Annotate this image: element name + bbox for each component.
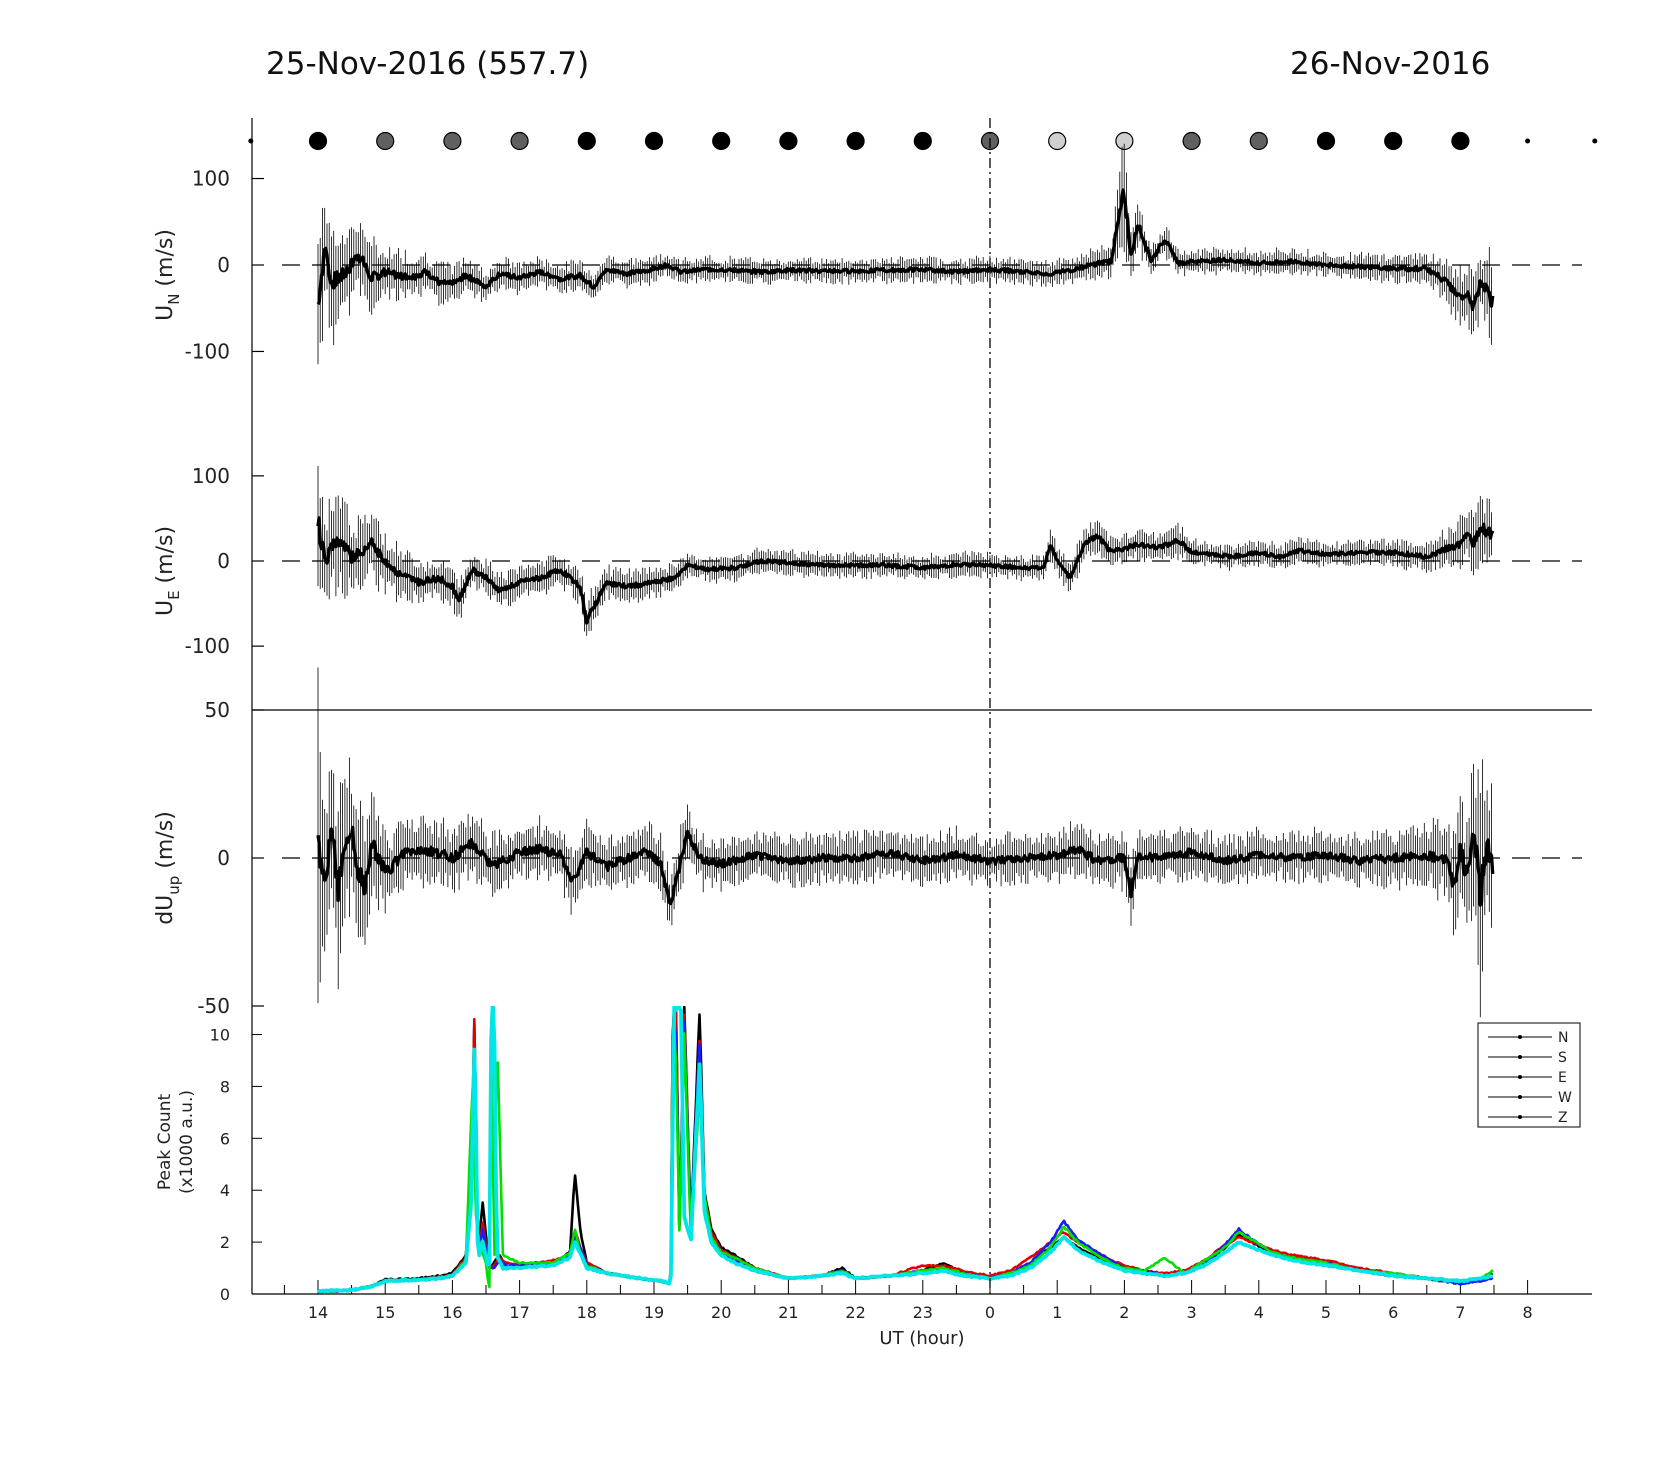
y-tick-label: 0 xyxy=(217,253,230,277)
x-tick-label: 15 xyxy=(375,1303,395,1322)
sky-marker xyxy=(376,131,395,151)
legend-marker xyxy=(1518,1095,1522,1099)
y-tick-label: 0 xyxy=(217,846,230,870)
legend-marker xyxy=(1518,1115,1522,1119)
sky-marker xyxy=(1384,131,1403,151)
y-tick-label: -100 xyxy=(185,634,230,658)
x-tick-label: 21 xyxy=(778,1303,798,1322)
x-tick-label: 8 xyxy=(1523,1303,1533,1322)
y-tick-label: 100 xyxy=(192,167,230,191)
sky-marker xyxy=(308,131,328,151)
legend-label: Z xyxy=(1558,1110,1568,1126)
x-tick-label: 0 xyxy=(985,1303,995,1322)
left-date-title: 25-Nov-2016 (557.7) xyxy=(266,46,590,82)
x-tick-label: 20 xyxy=(711,1303,731,1322)
y-tick-label: 50 xyxy=(205,698,230,722)
panel-vertical-wind: 50 0 -50 dUup (m/s) xyxy=(153,667,1592,1018)
legend-box xyxy=(1477,1022,1581,1128)
sky-marker xyxy=(712,131,731,151)
sky-marker xyxy=(577,131,596,151)
wind-series-line xyxy=(316,516,1495,625)
x-tick-label: 23 xyxy=(913,1303,933,1322)
sky-condition-markers xyxy=(248,131,1598,151)
error-bars xyxy=(317,667,1492,1018)
sky-marker xyxy=(779,131,798,151)
legend-label: N xyxy=(1558,1030,1568,1046)
y-tick-label: 0 xyxy=(220,1285,230,1304)
y-axis-label: dUup (m/s) xyxy=(153,811,183,925)
wind-series-line xyxy=(316,825,1495,907)
x-tick-label: 16 xyxy=(442,1303,462,1322)
x-tick-label: 1 xyxy=(1052,1303,1062,1322)
y-tick-label: 10 xyxy=(210,1026,230,1045)
legend-marker xyxy=(1518,1055,1522,1059)
legend-label: W xyxy=(1558,1090,1572,1106)
y-axis-label: UN (m/s) xyxy=(153,229,183,321)
y-tick-label: 0 xyxy=(217,549,230,573)
x-tick-label: 5 xyxy=(1321,1303,1331,1322)
sky-marker xyxy=(1451,131,1470,151)
y-tick-label: -100 xyxy=(185,339,230,363)
sky-marker xyxy=(846,131,865,151)
legend-marker xyxy=(1518,1035,1522,1039)
x-tick-label: 19 xyxy=(644,1303,664,1322)
wind-series-line xyxy=(316,188,1495,311)
y-tick-label: 8 xyxy=(220,1077,230,1096)
x-tick-label: 2 xyxy=(1119,1303,1129,1322)
right-date-title: 26-Nov-2016 xyxy=(1290,46,1491,82)
y-tick-label: 4 xyxy=(220,1181,230,1200)
legend-label: E xyxy=(1558,1070,1567,1086)
y-axis-label: Peak Count xyxy=(155,1094,175,1191)
x-tick-label: 22 xyxy=(845,1303,865,1322)
sky-marker xyxy=(1182,131,1201,151)
sky-marker xyxy=(644,131,664,151)
x-tick-label: 18 xyxy=(577,1303,597,1322)
sky-marker xyxy=(1249,131,1268,151)
x-tick-label: 14 xyxy=(308,1303,328,1322)
x-tick-label: 6 xyxy=(1388,1303,1398,1322)
error-bars xyxy=(317,143,1492,365)
y-tick-label: 6 xyxy=(220,1129,230,1148)
peak-count-series-Z xyxy=(316,1006,1494,1294)
sky-marker xyxy=(913,131,932,151)
sky-marker xyxy=(510,131,529,151)
x-axis-label: UT (hour) xyxy=(879,1328,964,1349)
x-tick-label: 4 xyxy=(1254,1303,1264,1322)
x-tick-label: 17 xyxy=(509,1303,529,1322)
sky-marker xyxy=(1525,138,1531,144)
sky-marker xyxy=(1316,131,1336,151)
y-tick-label: 2 xyxy=(220,1233,230,1252)
y-tick-label: -50 xyxy=(197,994,230,1018)
legend-label: S xyxy=(1558,1050,1567,1066)
sky-marker xyxy=(1592,138,1598,144)
y-tick-label: 100 xyxy=(192,464,230,488)
x-tick-label: 7 xyxy=(1455,1303,1465,1322)
y-axis-label-units: (x1000 a.u.) xyxy=(177,1090,197,1194)
sky-marker xyxy=(443,131,462,151)
sky-marker xyxy=(1048,131,1067,151)
y-axis-label: UE (m/s) xyxy=(153,526,183,616)
x-tick-label: 3 xyxy=(1187,1303,1197,1322)
legend-marker xyxy=(1518,1075,1522,1079)
